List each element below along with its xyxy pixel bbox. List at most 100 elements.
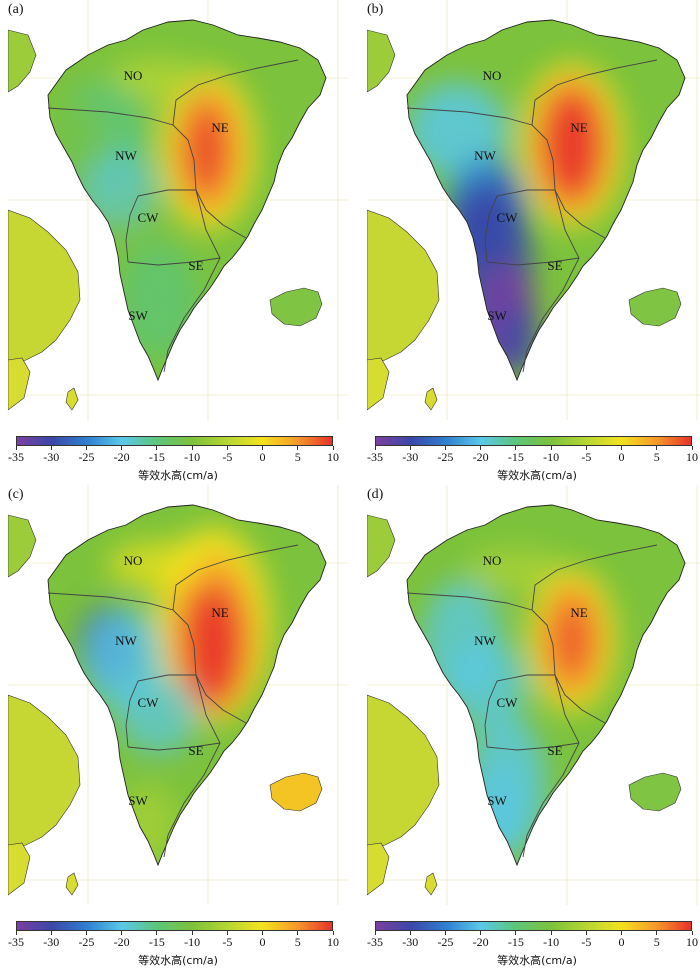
region-boundary <box>496 189 606 239</box>
baffin-island <box>8 29 37 93</box>
colorbar-tick <box>332 446 334 450</box>
colorbar-tick-label: 0 <box>259 450 266 464</box>
coastline <box>406 19 686 382</box>
colorbar-title: 等效水高(cm/a) <box>497 954 577 967</box>
greenland-map: NO NE NW CW SE SW <box>8 485 348 905</box>
colorbar-tick-label: -15 <box>507 450 524 464</box>
colorbar-tick-label: -20 <box>113 450 130 464</box>
region-boundary <box>163 189 221 373</box>
iceland <box>269 772 323 812</box>
region-boundary <box>531 59 658 126</box>
colorbar-tick-label: -35 <box>367 935 383 949</box>
mass-change-field <box>407 63 624 376</box>
colorbar-tick <box>550 931 552 935</box>
region-label-cw: CW <box>138 210 160 225</box>
small-island <box>424 872 438 896</box>
region-label-cw: CW <box>497 210 519 225</box>
region-label-nw: NW <box>474 633 496 648</box>
colorbar-tick-label: 10 <box>327 450 339 464</box>
colorbar-tick-label: -35 <box>8 450 24 464</box>
colorbar-tick <box>50 446 52 450</box>
colorbar-tick <box>297 446 299 450</box>
region-label-no: NO <box>124 553 143 568</box>
panel-a: (a) NO NE NW CW SE SW -35 -30 -25 -20 -15 -10 -5 0 5 10 等… <box>8 0 348 482</box>
region-boundary <box>172 544 299 611</box>
colorbar-tick <box>262 931 264 935</box>
region-label-sw: SW <box>128 793 148 808</box>
colorbar-tick-label: -25 <box>78 935 95 949</box>
region-label-nw: NW <box>115 633 137 648</box>
region-label-se: SE <box>547 258 562 273</box>
colorbar-tick-label: 10 <box>686 935 698 949</box>
colorbar-tick-label: -20 <box>472 450 489 464</box>
colorbar-tick-label: -5 <box>581 935 592 949</box>
colorbar-tick-label: -30 <box>402 935 419 949</box>
colorbar-tick-label: 0 <box>618 450 625 464</box>
region-label-sw: SW <box>128 308 148 323</box>
field-anomaly <box>48 100 108 180</box>
panel-label: (c) <box>8 487 24 502</box>
colorbar-tick <box>191 931 193 935</box>
colorbar-tick <box>585 446 587 450</box>
region-label-no: NO <box>483 553 502 568</box>
colorbar-tick-label: 5 <box>653 450 660 464</box>
colorbar-tick <box>621 446 623 450</box>
field-anomaly <box>552 602 592 678</box>
colorbar-tick <box>332 931 334 935</box>
region-boundary <box>137 674 247 724</box>
canada-land <box>8 209 81 366</box>
coastline <box>47 19 327 382</box>
canada-land <box>367 694 440 851</box>
greenland-map: NO NE NW CW SE SW <box>8 0 348 420</box>
colorbar-tick <box>15 446 17 450</box>
colorbar-tick <box>656 446 658 450</box>
baffin-island <box>8 514 37 578</box>
colorbar-tick <box>480 931 482 935</box>
colorbar-tick <box>191 446 193 450</box>
colorbar <box>16 436 333 446</box>
region-boundary <box>496 674 606 724</box>
field-anomaly <box>183 585 243 705</box>
field-anomaly <box>118 675 198 755</box>
colorbar-tick <box>85 931 87 935</box>
iceland <box>628 772 682 812</box>
colorbar-tick <box>656 931 658 935</box>
coastline <box>406 504 686 867</box>
colorbar-tick-label: 0 <box>259 935 266 949</box>
region-boundary <box>486 257 580 266</box>
colorbar-tick <box>409 446 411 450</box>
colorbar-title: 等效水高(cm/a) <box>497 469 577 482</box>
region-label-se: SE <box>188 258 203 273</box>
region-label-no: NO <box>124 68 143 83</box>
field-anomaly <box>469 765 525 865</box>
panel-label: (a) <box>8 2 24 17</box>
colorbar-tick <box>156 446 158 450</box>
field-anomaly <box>542 90 602 200</box>
colorbar-tick-label: -25 <box>437 450 454 464</box>
region-label-sw: SW <box>487 793 507 808</box>
colorbar-tick-label: -5 <box>222 450 233 464</box>
field-anomaly <box>108 58 208 102</box>
colorbar-tick <box>585 931 587 935</box>
region-boundary <box>125 680 139 748</box>
canada-land <box>367 842 390 896</box>
region-boundary <box>137 189 247 239</box>
colorbar-tick-label: 5 <box>294 450 301 464</box>
colorbar-tick <box>297 931 299 935</box>
colorbar-tick <box>121 931 123 935</box>
colorbar-tick-label: 10 <box>686 450 698 464</box>
colorbar-tick <box>156 931 158 935</box>
region-label-se: SE <box>547 743 562 758</box>
region-label-ne: NE <box>570 120 587 135</box>
canada-land <box>367 209 440 366</box>
colorbar-tick <box>480 446 482 450</box>
region-boundary <box>522 189 580 373</box>
mass-change-field <box>78 527 271 865</box>
iceland <box>269 287 323 327</box>
colorbar-tick-label: -15 <box>507 935 524 949</box>
colorbar-tick <box>226 931 228 935</box>
canada-land <box>8 357 31 411</box>
colorbar-tick-label: -25 <box>78 450 95 464</box>
region-boundary <box>522 674 580 858</box>
colorbar-tick-label: -10 <box>543 450 560 464</box>
